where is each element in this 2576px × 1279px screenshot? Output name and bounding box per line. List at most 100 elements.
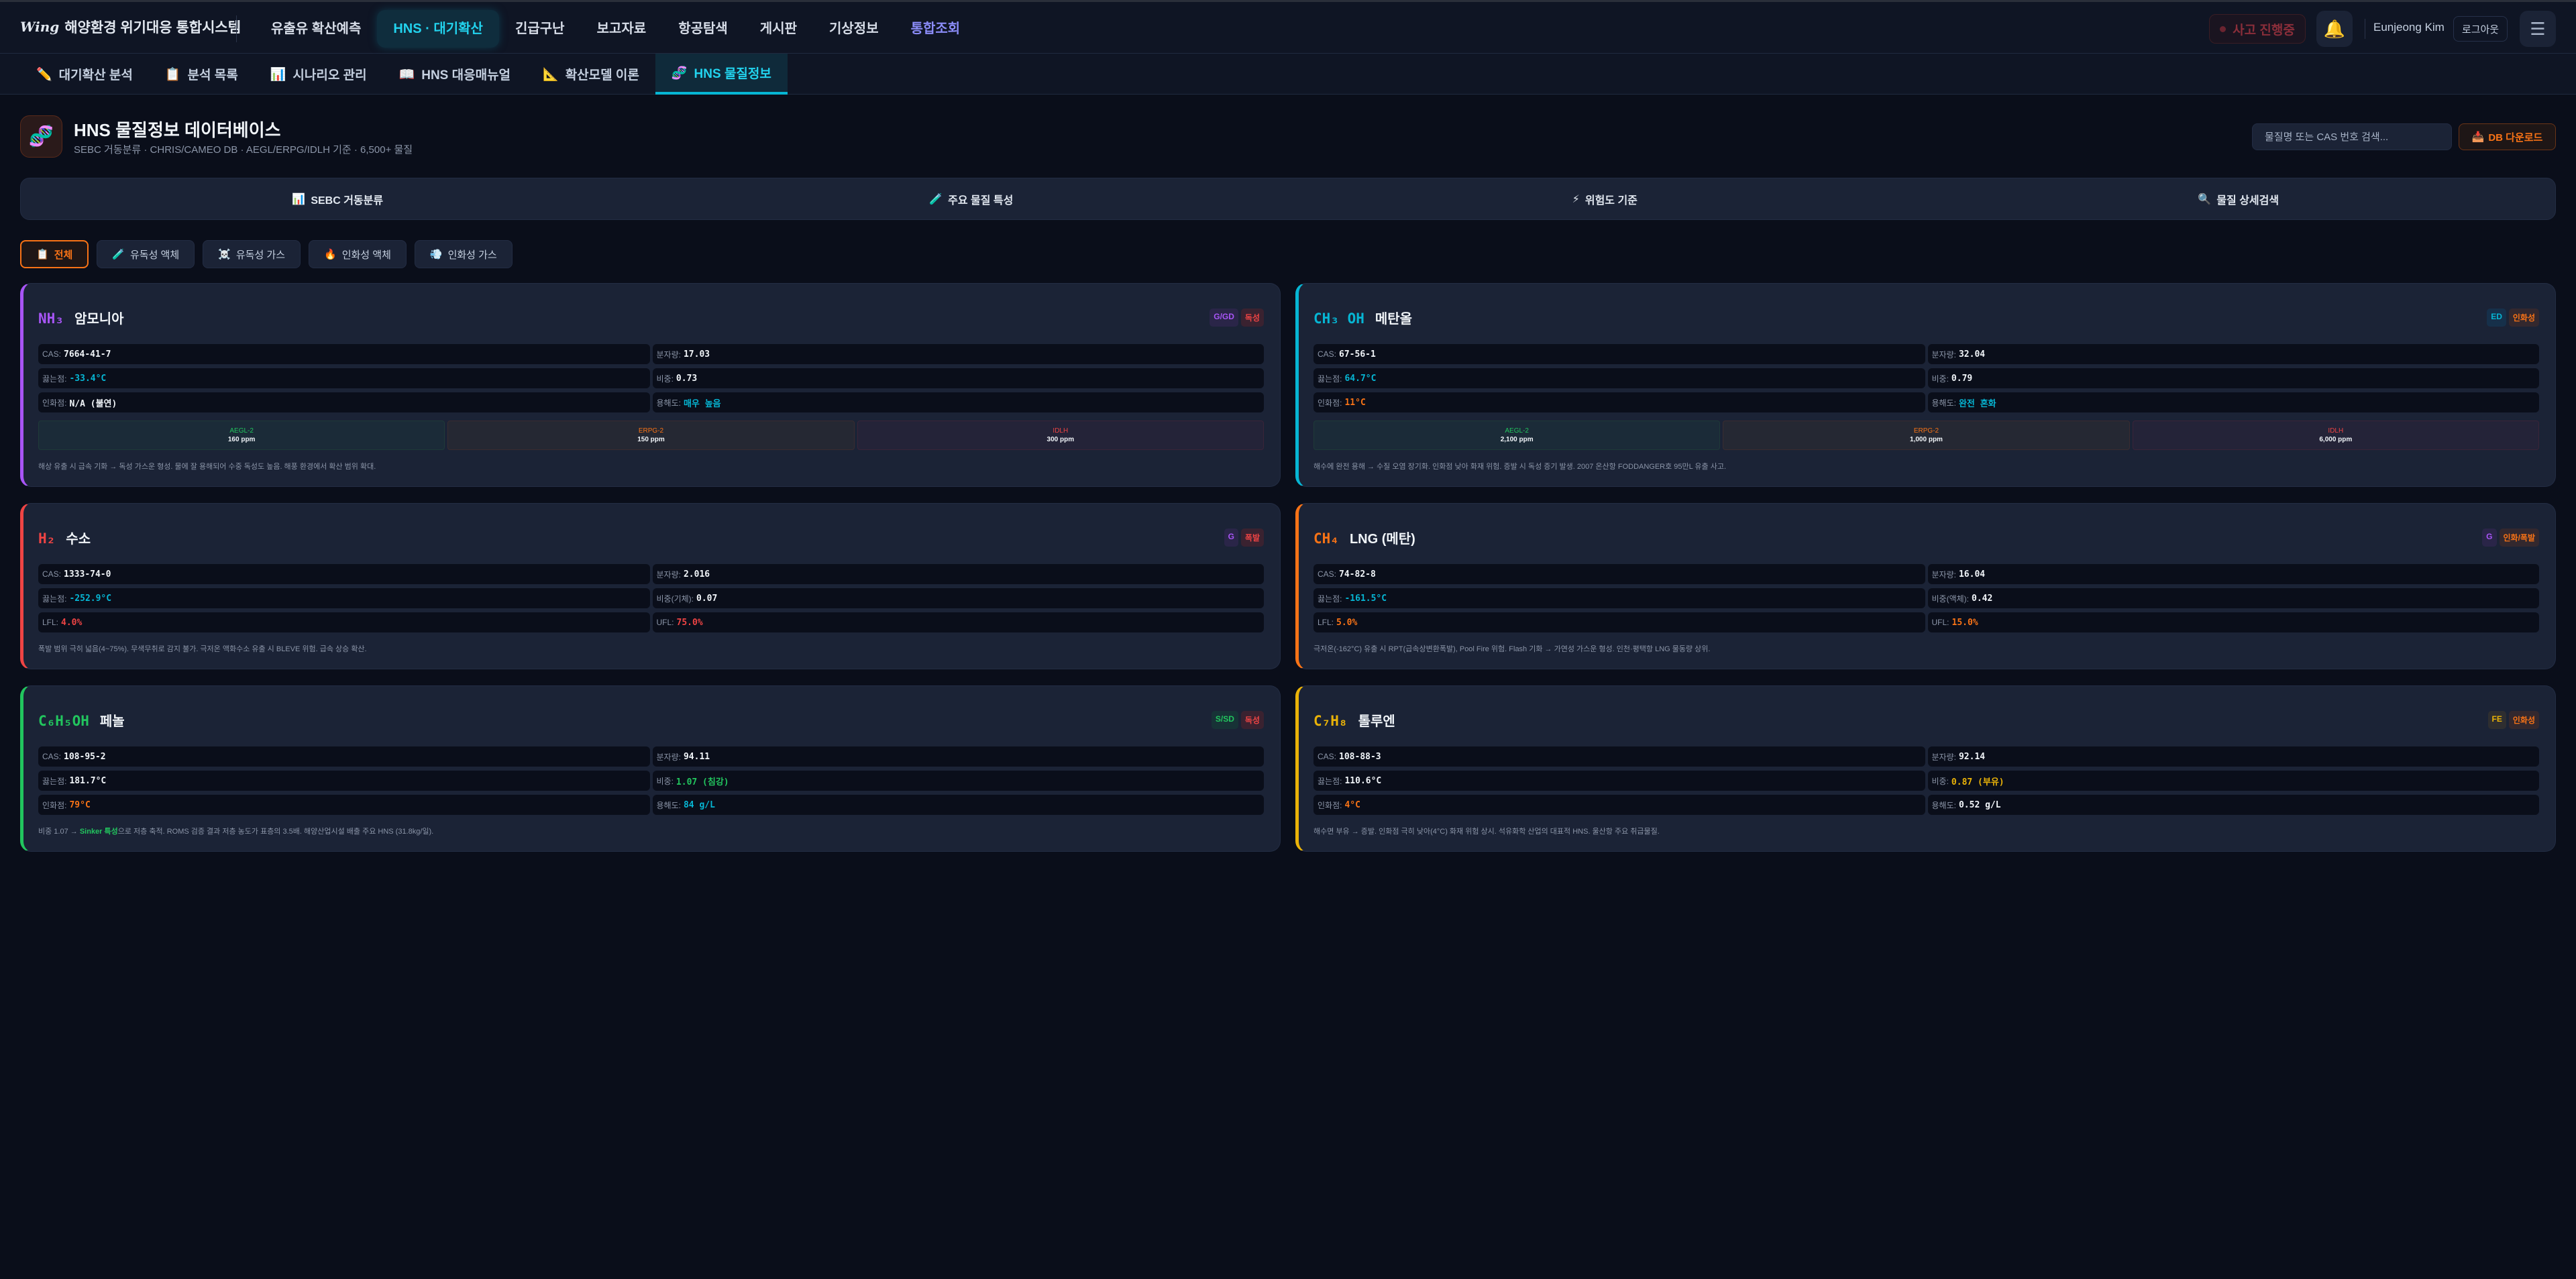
property-label: 비중(기체): [656, 594, 694, 604]
property-value: 1.07 (침강) [676, 777, 729, 787]
threshold-value: 2,100 ppm [1500, 436, 1534, 443]
subnav-tab[interactable]: 📋 분석 목록 [149, 54, 254, 95]
app-logo[interactable]: Wing 해양환경 위기대응 통합시스템 [20, 17, 241, 37]
db-download-button[interactable]: 📥 DB 다운로드 [2459, 123, 2556, 150]
substance-card[interactable]: CH₄ LNG (메탄) G 인화/폭발 CAS: 74-82-8 분자량: 16.04 끓는점… [1295, 503, 2556, 669]
section-tab-label: 물질 상세검색 [2216, 194, 2279, 207]
filter-chip[interactable]: 🔥 인화성 액체 [309, 240, 407, 268]
property-item: 분자량: 92.14 [1927, 746, 2539, 767]
logout-button[interactable]: 로그아웃 [2453, 16, 2508, 42]
substance-name: 페놀 [99, 714, 125, 729]
threshold-label: IDLH [2328, 427, 2344, 435]
property-item: 인화점: 4°C [1313, 795, 1925, 815]
section-tabs: 📊 SEBC 거동분류 🧪 주요 물질 특성 ⚡ 위험도 기준 🔍 물질 상세검색 [20, 178, 2556, 220]
property-value: 15.0% [1951, 617, 1978, 628]
threshold-box: AEGL-2 160 ppm [38, 421, 445, 450]
threshold-value: 160 ppm [227, 436, 256, 443]
property-value: -161.5°C [1344, 593, 1387, 604]
subnav-tab-label: HNS 물질정보 [694, 67, 771, 81]
filter-chip-label: 전체 [54, 249, 73, 261]
search-input[interactable] [2252, 123, 2452, 150]
property-value: N/A (불연) [69, 398, 117, 409]
filter-chip-label: 유독성 액체 [129, 249, 180, 261]
subnav-tab-label: 확산모델 이론 [565, 68, 639, 82]
threshold-label: IDLH [1053, 427, 1069, 435]
nav-item[interactable]: 게시판 [759, 21, 797, 36]
section-tab[interactable]: 🔍 물질 상세검색 [1922, 178, 2556, 219]
subnav-tab-icon: 📐 [543, 67, 559, 82]
subnav-tab[interactable]: 🧬 HNS 물질정보 [655, 54, 788, 95]
category-badge: 독성 [1240, 308, 1264, 327]
section-tab-icon: 📊 [292, 193, 306, 205]
property-value: 7664-41-7 [64, 349, 111, 359]
substance-description: 비중 1.07 → Sinker 특성으로 저층 축적. ROMS 검증 결과 … [38, 826, 1264, 836]
property-value: -33.4°C [69, 373, 107, 384]
property-value: 0.42 [1972, 593, 1993, 604]
property-item: 비중(액체): 0.42 [1927, 588, 2539, 608]
substance-card[interactable]: H₂ 수소 G 폭발 CAS: 1333-74-0 분자량: 2.016 끓는점: -252.9°… [20, 503, 1281, 669]
nav-item[interactable]: 유출유 확산예측 [271, 21, 362, 36]
substance-description: 해수에 완전 용해 → 수질 오염 장기화. 인화점 낮아 화재 위험. 증발 … [1313, 461, 2539, 471]
nav-item[interactable]: 항공탐색 [678, 21, 728, 36]
highlight-text: Sinker 특성 [79, 828, 118, 836]
card-header: NH₃ 암모니아 G/GD 독성 [38, 304, 1264, 331]
subnav-tab[interactable]: 📊 시나리오 관리 [254, 54, 383, 95]
property-value: 108-88-3 [1339, 751, 1381, 762]
page-title: HNS 물질정보 데이터베이스 [74, 120, 281, 140]
section-tab[interactable]: ⚡ 위험도 기준 [1288, 178, 1922, 219]
incident-status-button[interactable]: 사고 진행중 [2209, 14, 2306, 44]
chemical-formula: NH₃ [38, 310, 64, 327]
category-badge: FE [2487, 710, 2506, 729]
substance-name: 수소 [66, 531, 91, 547]
property-label: CAS: [42, 349, 62, 359]
property-grid: CAS: 67-56-1 분자량: 32.04 끓는점: 64.7°C 비중: 0.79 인화점… [1313, 344, 2539, 412]
filter-chip[interactable]: 🧪 유독성 액체 [97, 240, 195, 268]
card-title: CH₃ OH 메탄올 [1313, 308, 1412, 327]
chemical-formula: C₇H₈ [1313, 712, 1348, 729]
subnav-tab[interactable]: 📖 HNS 대응매뉴얼 [383, 54, 527, 95]
substance-card[interactable]: C₇H₈ 톨루엔 FE 인화성 CAS: 108-88-3 분자량: 92.14 끓는점: 110… [1295, 685, 2556, 852]
threshold-box: IDLH 300 ppm [857, 421, 1264, 450]
substance-card[interactable]: NH₃ 암모니아 G/GD 독성 CAS: 7664-41-7 분자량: 17.03 끓는점: -… [20, 283, 1281, 487]
property-item: 비중: 1.07 (침강) [652, 771, 1264, 791]
filter-chip[interactable]: 💨 인화성 가스 [414, 240, 513, 268]
property-label: 용해도: [656, 800, 681, 810]
section-tab[interactable]: 🧪 주요 물질 특성 [655, 178, 1289, 219]
property-value: 64.7°C [1344, 373, 1377, 384]
filter-chip[interactable]: ☠️ 유독성 가스 [203, 240, 301, 268]
dna-icon: 🧬 [20, 115, 62, 158]
subnav-tab[interactable]: 📐 확산모델 이론 [527, 54, 655, 95]
subnav-tab-label: 시나리오 관리 [292, 68, 367, 82]
nav-item[interactable]: 보고자료 [596, 21, 647, 36]
property-item: CAS: 1333-74-0 [38, 564, 650, 584]
bell-icon[interactable]: 🔔 [2316, 11, 2353, 47]
nav-item[interactable]: 통합조회 [910, 21, 961, 36]
card-title: CH₄ LNG (메탄) [1313, 528, 1415, 547]
property-label: UFL: [1931, 618, 1949, 627]
property-value: 4.0% [61, 617, 83, 628]
property-item: 끓는점: -33.4°C [38, 368, 650, 388]
download-icon: 📥 [2471, 131, 2485, 143]
property-label: 비중(액체): [1931, 594, 1970, 604]
subnav-tab[interactable]: ✏️ 대기확산 분석 [20, 54, 149, 95]
filter-chip[interactable]: 📋 전체 [20, 240, 89, 268]
substance-card[interactable]: CH₃ OH 메탄올 ED 인화성 CAS: 67-56-1 분자량: 32.04 끓는점: 64… [1295, 283, 2556, 487]
section-tab-label: 주요 물질 특성 [948, 194, 1014, 207]
subnav-tab-label: 대기확산 분석 [58, 68, 133, 82]
threshold-label: ERPG-2 [638, 427, 664, 435]
badge-group: S/SD 독성 [1211, 710, 1264, 729]
property-value: 79°C [69, 799, 91, 810]
nav-item[interactable]: 긴급구난 [515, 21, 565, 36]
property-value: 0.87 (부유) [1951, 777, 2004, 787]
threshold-value: 150 ppm [637, 436, 665, 443]
app-title: 해양환경 위기대응 통합시스템 [64, 20, 241, 36]
card-header: C₇H₈ 톨루엔 FE 인화성 [1313, 706, 2539, 733]
property-item: 끓는점: 64.7°C [1313, 368, 1925, 388]
card-header: H₂ 수소 G 폭발 [38, 524, 1264, 551]
nav-item[interactable]: 기상정보 [829, 21, 879, 36]
nav-item[interactable]: HNS · 대기확산 [377, 10, 499, 48]
substance-card[interactable]: C₆H₅OH 페놀 S/SD 독성 CAS: 108-95-2 분자량: 94.11 끓는점: 1… [20, 685, 1281, 852]
property-value: 67-56-1 [1339, 349, 1376, 359]
hamburger-icon[interactable]: ☰ [2520, 11, 2556, 47]
section-tab[interactable]: 📊 SEBC 거동분류 [21, 178, 655, 219]
